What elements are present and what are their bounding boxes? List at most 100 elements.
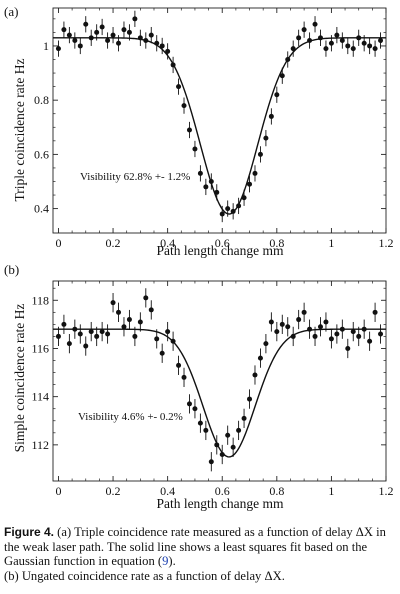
panel-a-data-point bbox=[307, 38, 313, 44]
panel-a-chart: (a) Triple coincidence rate Hz Path leng… bbox=[4, 4, 394, 258]
panel-a-data-point bbox=[72, 38, 78, 44]
panel-a-data-point bbox=[214, 189, 220, 195]
panel-b-data-point bbox=[367, 338, 373, 344]
panel-a-data-point bbox=[247, 181, 253, 187]
panel-b-data-point bbox=[154, 336, 160, 342]
panel-b-data-point bbox=[110, 300, 116, 306]
panel-a-data-point bbox=[339, 38, 345, 44]
panel-a-data-point bbox=[121, 27, 127, 33]
panel-a-data-point bbox=[219, 211, 225, 217]
panel-a-data-point bbox=[126, 29, 132, 35]
panel-b-data-point bbox=[72, 326, 78, 332]
panel-a-data-point bbox=[197, 170, 203, 176]
panel-b-data-point bbox=[290, 333, 296, 339]
panel-b-data-point bbox=[230, 444, 236, 450]
panel-a-data-point bbox=[334, 32, 340, 38]
panel-b-data-point bbox=[176, 362, 182, 368]
panel-a-data-point bbox=[356, 35, 362, 41]
panel-b-data-point bbox=[214, 442, 220, 448]
panel-b-data-point bbox=[192, 406, 198, 412]
panel-b-data-point bbox=[317, 324, 323, 330]
panel-b-data-point bbox=[132, 333, 138, 339]
panel-a-label: (a) bbox=[4, 4, 18, 19]
panel-a-data-point bbox=[230, 208, 236, 214]
panel-b-data-point bbox=[116, 309, 122, 315]
panel-a-y-tick-label: 0.8 bbox=[34, 93, 49, 107]
panel-b-x-tick-label: 1 bbox=[328, 484, 334, 498]
panel-a-y-tick-label: 0.6 bbox=[34, 147, 49, 161]
panel-b-annotation: Visibility 4.6% +- 0.2% bbox=[78, 411, 183, 423]
panel-a-data-point bbox=[181, 103, 187, 109]
panel-b-label: (b) bbox=[4, 262, 19, 277]
panel-a-data-point bbox=[154, 40, 160, 46]
panel-b-data-point bbox=[268, 319, 274, 325]
panel-a-plot-frame bbox=[52, 7, 387, 234]
panel-b-data-point bbox=[170, 338, 176, 344]
caption-label: Figure 4. bbox=[4, 525, 55, 539]
caption-text-b: (b) Ungated coincidence rate as a functi… bbox=[4, 568, 285, 583]
panel-b-data-point bbox=[257, 355, 263, 361]
panel-a-data-point bbox=[66, 32, 72, 38]
panel-b-x-tick-label: 0 bbox=[55, 484, 61, 498]
panel-a-data-point bbox=[208, 178, 214, 184]
panel-b-data-point bbox=[236, 427, 242, 433]
panel-b-x-tick-label: 0.8 bbox=[269, 484, 284, 498]
panel-a-y-tick-label: 0.4 bbox=[34, 202, 49, 216]
panel-b-data-point bbox=[301, 309, 307, 315]
panel-b-y-tick-label: 118 bbox=[31, 293, 49, 307]
equation-reference-link[interactable]: 9 bbox=[162, 554, 169, 569]
panel-b-data-point bbox=[88, 329, 94, 335]
panel-a-data-point bbox=[367, 43, 373, 49]
panel-a-x-tick-label: 1.2 bbox=[379, 236, 394, 250]
panel-a-data-point bbox=[116, 40, 122, 46]
panel-b-data-point bbox=[339, 326, 345, 332]
panel-a-data-point bbox=[312, 21, 318, 27]
panel-a-data-point bbox=[274, 92, 280, 98]
panel-a-data-point bbox=[203, 184, 209, 190]
panel-a-data-point bbox=[301, 27, 307, 33]
panel-b-data-point bbox=[219, 451, 225, 457]
panel-a-data-point bbox=[257, 151, 263, 157]
panel-b-data-point bbox=[241, 415, 247, 421]
caption-text-a: (a) Triple coincidence rate measured as … bbox=[4, 525, 386, 569]
panel-a-ylabel: Triple coincidence rate Hz bbox=[12, 58, 27, 201]
panel-a-data-point bbox=[94, 29, 100, 35]
panel-a-data-point bbox=[268, 113, 274, 119]
panel-b-chart: (b) Simple coincidence rate Hz Path leng… bbox=[4, 262, 394, 511]
panel-a-data-point bbox=[225, 206, 231, 212]
panel-a-data-point bbox=[328, 40, 334, 46]
panel-b-data-point bbox=[378, 331, 384, 337]
panel-b-data-point bbox=[356, 333, 362, 339]
panel-b-data-point bbox=[225, 432, 231, 438]
panel-a-x-tick-label: 0.6 bbox=[215, 236, 230, 250]
panel-b-data-point bbox=[181, 374, 187, 380]
panel-b-data-point bbox=[361, 326, 367, 332]
panel-a-x-tick-label: 0.2 bbox=[106, 236, 121, 250]
panel-b-x-tick-label: 1.2 bbox=[379, 484, 394, 498]
panel-b-data-point bbox=[94, 333, 100, 339]
panel-a-data-point bbox=[378, 38, 384, 44]
panel-b-data-point bbox=[274, 329, 280, 335]
panel-b-data-point bbox=[252, 372, 258, 378]
panel-b-x-tick-label: 0.4 bbox=[160, 484, 175, 498]
panel-b-y-tick-label: 116 bbox=[31, 341, 49, 355]
panel-a-data-point bbox=[176, 84, 182, 90]
panel-a-data-point bbox=[83, 21, 89, 27]
panel-b-data-point bbox=[279, 321, 285, 327]
panel-a-data-point bbox=[279, 73, 285, 79]
panel-b-data-point bbox=[126, 317, 132, 323]
panel-b-xlabel: Path length change mm bbox=[156, 496, 284, 511]
panel-a-data-point bbox=[323, 46, 329, 52]
panel-a-data-point bbox=[317, 35, 323, 41]
panel-a-data-point bbox=[263, 135, 269, 141]
panel-b-data-point bbox=[55, 333, 61, 339]
panel-b-data-point bbox=[285, 324, 291, 330]
panel-b-data-point bbox=[312, 333, 318, 339]
panel-b-data-point bbox=[203, 427, 209, 433]
panel-b-data-point bbox=[99, 329, 105, 335]
panel-b-data-point bbox=[307, 326, 313, 332]
panel-b-data-point bbox=[121, 324, 127, 330]
panel-b-data-point bbox=[334, 331, 340, 337]
panel-b-data-point bbox=[61, 321, 67, 327]
panel-b-x-tick-label: 0.6 bbox=[215, 484, 230, 498]
